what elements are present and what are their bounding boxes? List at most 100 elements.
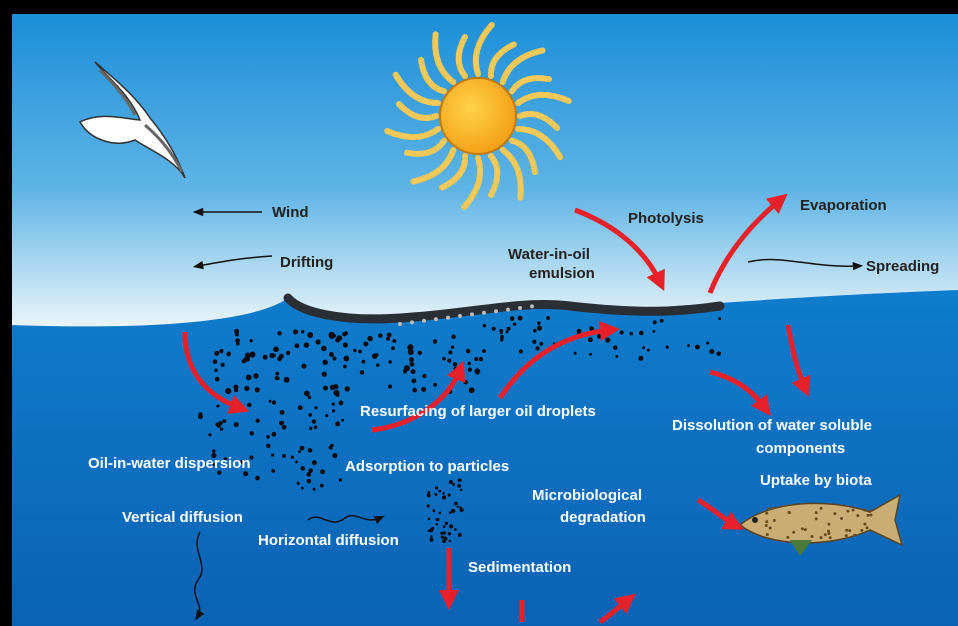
fish-spot	[844, 534, 848, 538]
emulsion-droplet	[506, 307, 510, 312]
oil-droplet	[249, 431, 254, 436]
oil-droplet	[438, 489, 442, 493]
sun-ray	[499, 146, 524, 201]
oil-droplet	[226, 351, 232, 357]
sun-ray	[472, 22, 495, 77]
oil-droplet	[447, 358, 452, 363]
oil-droplet	[312, 487, 316, 491]
emulsion-droplet	[494, 309, 498, 314]
label-photolysis: Photolysis	[628, 210, 704, 227]
oil-droplet	[457, 484, 461, 488]
oil-droplet	[546, 316, 551, 320]
fish-spot	[827, 531, 831, 535]
oil-droplet	[282, 454, 286, 458]
oil-droplet	[303, 342, 310, 348]
oil-droplet	[307, 448, 313, 453]
sun	[439, 77, 517, 155]
fish-spot	[810, 535, 814, 539]
fish-spot	[814, 517, 818, 521]
oil-droplet	[244, 385, 250, 392]
oil-droplet	[444, 521, 449, 525]
emulsion-droplet	[422, 318, 426, 323]
oil-droplet	[315, 339, 321, 345]
oil-droplet	[280, 421, 285, 425]
label-degradation: degradation	[560, 509, 646, 526]
sun-ray	[487, 41, 517, 80]
oil-droplet	[234, 388, 239, 393]
fish-spot	[869, 513, 873, 517]
oil-droplet	[271, 431, 277, 437]
oil-droplet	[255, 475, 260, 481]
sun-ray	[455, 34, 469, 80]
oil-droplet	[447, 531, 452, 536]
sun-ray	[517, 111, 561, 131]
oil-droplet	[319, 483, 324, 488]
fish-spot	[800, 527, 804, 531]
oil-droplet	[353, 348, 357, 353]
oil-droplet	[709, 349, 715, 355]
oil-droplet	[426, 504, 430, 508]
oil-droplet	[694, 344, 700, 350]
oil-droplet	[273, 346, 279, 353]
oil-droplet	[277, 331, 282, 336]
oil-droplet	[208, 433, 212, 437]
oil-droplet	[321, 371, 327, 377]
oil-droplet	[331, 402, 335, 406]
process-arrows	[182, 193, 811, 625]
fish-spot	[848, 529, 852, 533]
oil-droplet	[432, 509, 436, 513]
oil-droplet	[335, 421, 341, 427]
fish-spot	[768, 526, 772, 530]
oil-droplet	[217, 470, 222, 475]
oil-droplet	[718, 317, 722, 321]
oil-droplet	[459, 488, 463, 492]
oil-droplet	[253, 373, 259, 379]
oil-droplet	[687, 344, 690, 347]
oil-droplet	[388, 360, 392, 364]
fish-spot	[833, 512, 837, 516]
oil-droplet	[434, 486, 439, 490]
label-uptake: Uptake by biota	[760, 472, 872, 489]
oil-droplet	[430, 535, 433, 538]
oil-droplet	[426, 493, 431, 498]
fish-spot	[814, 511, 818, 515]
oil-droplet	[331, 409, 336, 413]
oil-droplet	[451, 334, 456, 340]
oil-droplet	[338, 478, 343, 482]
oil-droplet	[300, 330, 305, 334]
fish-spot	[765, 520, 769, 524]
oil-droplet	[535, 346, 540, 351]
oil-droplet	[341, 418, 345, 422]
oil-droplet	[338, 400, 344, 406]
oil-droplet	[233, 409, 237, 413]
fish-spot	[787, 510, 791, 514]
emulsion-droplet	[482, 310, 486, 315]
label-emulsion: emulsion	[529, 265, 595, 282]
label-evaporation: Evaporation	[800, 197, 887, 214]
oil-droplet	[532, 339, 537, 344]
label-sedimentation: Sedimentation	[468, 559, 571, 576]
fish-spot	[853, 533, 857, 537]
oil-droplet	[358, 349, 362, 354]
oil-droplet	[222, 419, 227, 424]
oil-droplet	[409, 357, 414, 363]
oil-droplet	[307, 332, 314, 338]
sun-ray	[514, 125, 564, 161]
fish-spot	[865, 526, 869, 530]
oil-droplet	[281, 424, 287, 430]
oil-droplet	[307, 395, 312, 400]
oil-droplet	[431, 526, 435, 530]
label-adsorption: Adsorption to particles	[345, 458, 509, 475]
oil-droplet	[271, 468, 276, 473]
oil-droplet	[659, 318, 664, 323]
oil-droplet	[442, 531, 446, 535]
oil-droplet	[290, 455, 294, 459]
oil-droplet	[482, 323, 487, 328]
oil-droplet	[468, 387, 475, 394]
oil-droplet	[454, 501, 458, 506]
fish-spot	[856, 514, 860, 518]
oil-droplet	[448, 480, 453, 484]
oil-droplet	[328, 331, 335, 338]
